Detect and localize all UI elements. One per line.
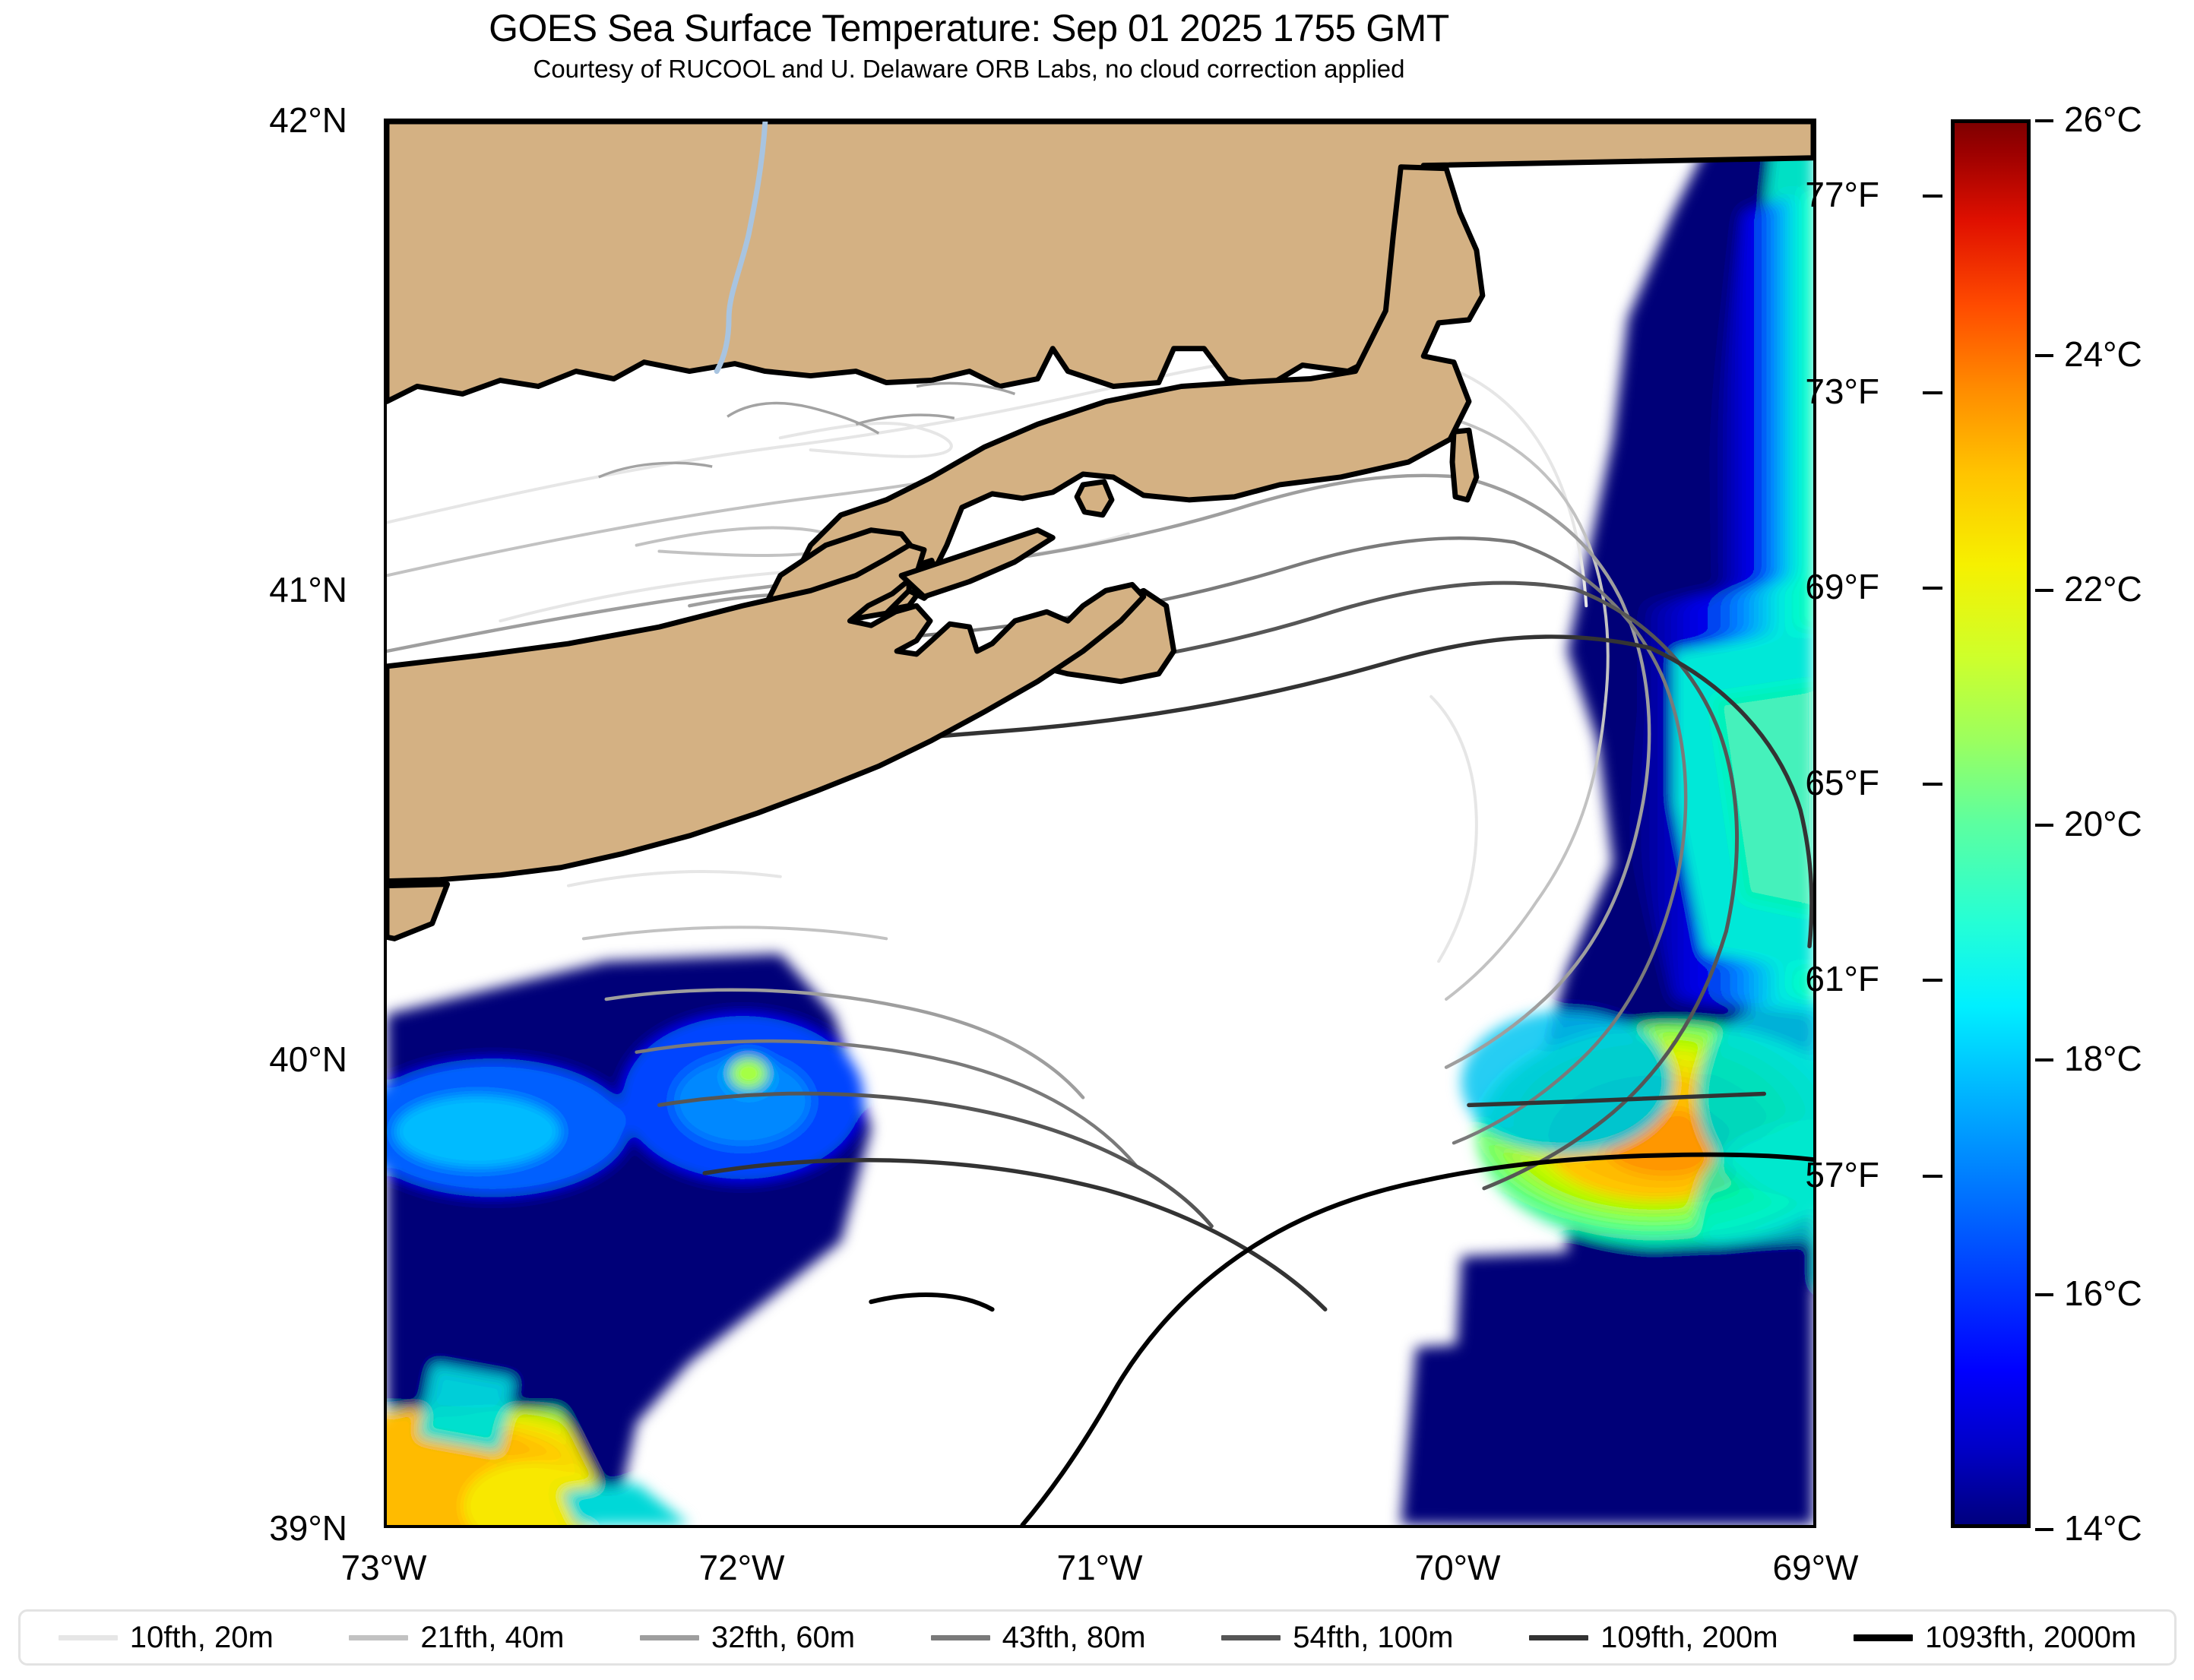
y-tick-minor [384,1413,387,1417]
x-tick-minor-top [563,119,567,122]
legend-item-60m[interactable]: 32fth, 60m [640,1622,855,1653]
x-axis-label-73w: 73°W [340,1548,427,1587]
colorbar-label-61f: 61°F [1805,959,1879,998]
colorbar-tick-73f [1923,391,1942,394]
page-subtitle: Courtesy of RUCOOL and U. Delaware ORB L… [533,55,1405,83]
contour-line-swatch-60m [640,1634,700,1640]
legend-label-100m: 54fth, 100m [1293,1621,1454,1654]
colorbar-tick-20c [2035,824,2053,827]
legend-item-20m[interactable]: 10fth, 20m [58,1621,274,1654]
y-axis-label-41n: 41°N [269,570,347,609]
x-tick-minor-top [1279,119,1283,122]
contour-line-swatch-200m [1529,1634,1589,1640]
x-axis-label-71w: 71°W [1056,1548,1143,1587]
colorbar-label-26c: 26°C [2064,100,2142,139]
y-tick-major [384,590,387,596]
colorbar-label-24c: 24°C [2064,334,2142,374]
fine-coastline-detail [598,381,1016,479]
contour-line-swatch-80m [930,1634,990,1640]
colorbar-tick-77f [1923,195,1942,198]
colorbar-tick-14c [2035,1528,2053,1531]
legend-item-40m[interactable]: 21fth, 40m [349,1622,564,1653]
colorbar-label-69f: 69°F [1805,567,1879,606]
y-axis-label-42n: 42°N [269,100,347,140]
x-tick-major-top [742,119,749,122]
colorbar-label-16c: 16°C [2064,1273,2142,1313]
y-tick-minor [384,237,387,241]
colorbar-label-65f: 65°F [1805,763,1879,802]
x-tick-major-top [385,119,391,122]
colorbar-tick-18c [2035,1058,2053,1061]
colorbar-label-22c: 22°C [2064,569,2142,609]
legend-label-2000m: 1093fth, 2000m [1925,1621,2137,1654]
colorbar-tick-61f [1923,979,1942,982]
x-tick-minor-top [921,119,925,122]
legend-item-200m[interactable]: 109fth, 200m [1529,1622,1778,1653]
x-axis-label-69w: 69°W [1772,1548,1859,1587]
colorbar-label-77f: 77°F [1805,175,1879,214]
x-tick-major-top [1458,119,1464,122]
land-polygons [387,122,1813,941]
y-tick-minor [384,356,387,359]
colorbar-label-73f: 73°F [1805,372,1879,411]
x-tick-major-top [1100,119,1106,122]
colorbar-tick-22c [2035,589,2053,592]
colorbar-tick-24c [2035,354,2053,357]
y-tick-major [384,1059,387,1065]
sst-map-plot[interactable] [384,119,1816,1528]
colorbar-label-14c: 14°C [2064,1508,2142,1548]
y-tick-minor [384,943,387,947]
contour-line-swatch-20m [58,1634,118,1640]
x-tick-major-top [1815,119,1816,122]
y-tick-minor [384,708,387,712]
colorbar-tick-65f [1923,783,1942,786]
legend-item-100m[interactable]: 54fth, 100m [1221,1622,1453,1653]
contour-line-swatch-2000m [1854,1634,1914,1641]
x-axis-label-70w: 70°W [1414,1548,1501,1587]
bathymetry-legend: 10fth, 20m 21fth, 40m 32fth, 60m 43fth, … [18,1609,2177,1666]
x-tick-minor-top [1636,119,1640,122]
legend-label-200m: 109fth, 200m [1600,1621,1778,1654]
contour-line-swatch-40m [349,1634,409,1640]
colorbar-label-18c: 18°C [2064,1039,2142,1078]
x-axis-label-72w: 72°W [698,1548,785,1587]
colorbar-label-20c: 20°C [2064,804,2142,843]
sst-map-canvas [387,122,1813,1525]
legend-label-60m: 32fth, 60m [711,1621,856,1654]
y-tick-minor [384,826,387,830]
colorbar-label-57f: 57°F [1805,1155,1879,1194]
colorbar-tick-57f [1923,1175,1942,1178]
page-title: GOES Sea Surface Temperature: Sep 01 202… [489,7,1449,49]
y-tick-minor [384,1178,387,1182]
y-tick-minor [384,1296,387,1299]
river-line [714,122,768,375]
legend-item-2000m[interactable]: 1093fth, 2000m [1854,1622,2136,1653]
legend-label-40m: 21fth, 40m [420,1621,565,1654]
colorbar-tick-26c [2035,119,2053,122]
legend-label-80m: 43fth, 80m [1002,1621,1146,1654]
colorbar-tick-69f [1923,587,1942,590]
legend-label-20m: 10fth, 20m [129,1621,274,1654]
temperature-colorbar[interactable] [1951,119,2031,1528]
contour-line-swatch-100m [1221,1634,1281,1640]
y-tick-minor [384,473,387,477]
y-axis-label-39n: 39°N [269,1508,347,1548]
colorbar-tick-16c [2035,1293,2053,1296]
y-axis-label-40n: 40°N [269,1039,347,1079]
legend-item-80m[interactable]: 43fth, 80m [930,1621,1146,1654]
